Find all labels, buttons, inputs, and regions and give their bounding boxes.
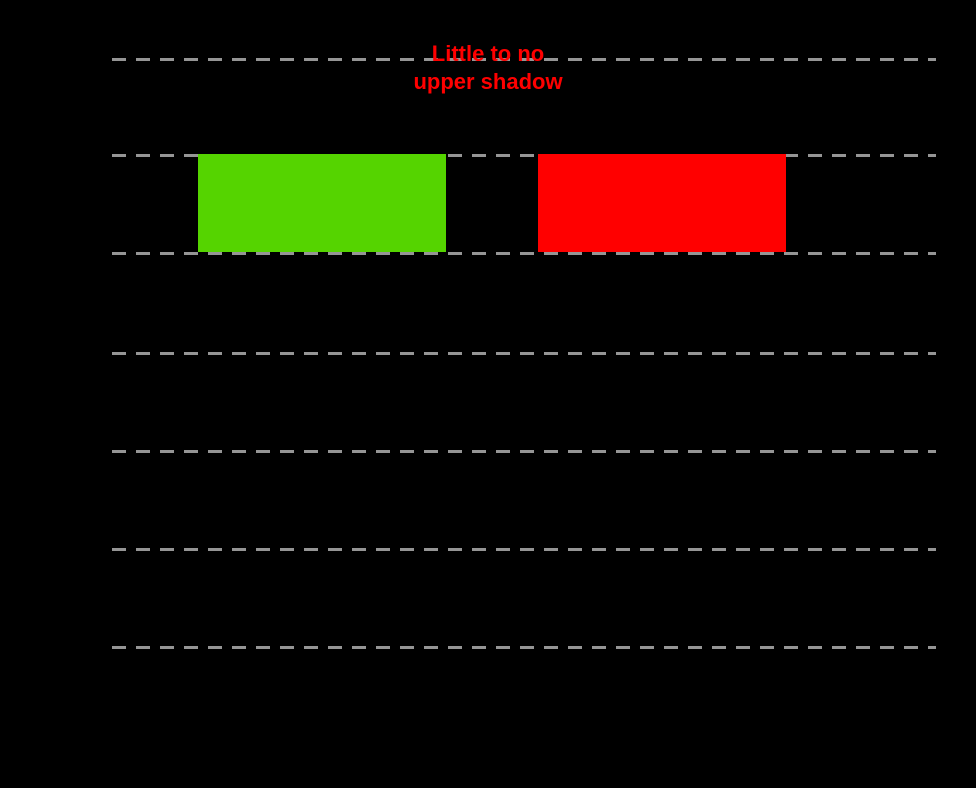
gridline-5: [112, 548, 936, 551]
bullish-candle: [198, 154, 446, 252]
annotation-line-2: upper shadow: [0, 68, 976, 96]
bearish-candle: [538, 154, 786, 252]
gridline-6: [112, 646, 936, 649]
chart-canvas: Little to noupper shadow: [0, 0, 976, 788]
gridline-2: [112, 252, 936, 255]
annotation-line-1: Little to no: [0, 40, 976, 68]
upper-shadow-annotation: Little to noupper shadow: [0, 40, 976, 95]
gridline-3: [112, 352, 936, 355]
gridline-4: [112, 450, 936, 453]
